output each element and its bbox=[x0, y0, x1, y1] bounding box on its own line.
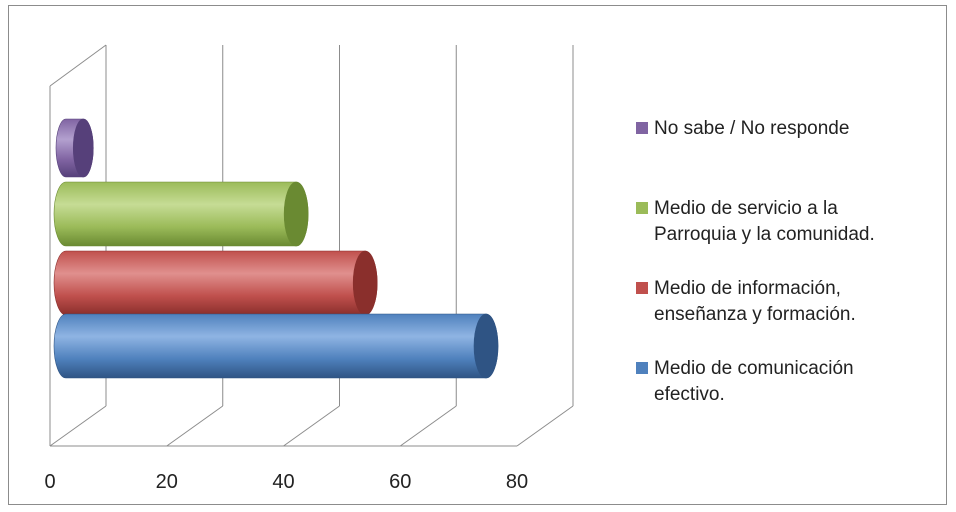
legend-item-informacion: Medio de información, enseñanza y formac… bbox=[636, 276, 856, 328]
legend-item-comunicacion: Medio de comunicación efectivo. bbox=[636, 356, 854, 408]
legend-swatch bbox=[636, 202, 648, 214]
bar-body bbox=[53, 250, 378, 316]
bar bbox=[53, 250, 378, 316]
floor-gridline bbox=[399, 405, 457, 447]
legend-item-servicio: Medio de servicio a la Parroquia y la co… bbox=[636, 196, 875, 248]
x-tick-label: 40 bbox=[272, 471, 294, 493]
legend-swatch bbox=[636, 362, 648, 374]
bar bbox=[53, 181, 309, 247]
legend-label-line2: efectivo. bbox=[654, 384, 725, 405]
x-tick-label: 0 bbox=[44, 471, 55, 493]
legend-label: Medio de información, bbox=[654, 278, 841, 299]
legend-swatch bbox=[636, 282, 648, 294]
x-tick-label: 80 bbox=[506, 471, 528, 493]
bar bbox=[55, 118, 94, 178]
legend-item-no-sabe: No sabe / No responde bbox=[636, 116, 849, 142]
x-tick-label: 60 bbox=[389, 471, 411, 493]
bar-body bbox=[53, 313, 499, 379]
legend-label-line2: enseñanza y formación. bbox=[654, 304, 856, 325]
side-wall-edge bbox=[49, 44, 107, 87]
floor-gridline bbox=[49, 405, 107, 447]
legend-label-line2: Parroquia y la comunidad. bbox=[654, 224, 875, 245]
floor-gridline bbox=[166, 405, 224, 447]
legend: No sabe / No responde Medio de servicio … bbox=[636, 0, 956, 512]
bar bbox=[53, 313, 499, 379]
bar-end-cap bbox=[72, 118, 94, 178]
x-tick-label: 20 bbox=[156, 471, 178, 493]
floor-gridline bbox=[516, 405, 574, 447]
floor-gridline bbox=[283, 405, 340, 447]
bar-end-cap bbox=[283, 181, 309, 247]
bars bbox=[53, 118, 499, 379]
legend-label: Medio de comunicación bbox=[654, 358, 854, 379]
legend-swatch bbox=[636, 122, 648, 134]
chart-frame bbox=[8, 5, 947, 505]
bar-end-cap bbox=[352, 250, 378, 316]
bar-body bbox=[53, 181, 309, 247]
legend-label: No sabe / No responde bbox=[654, 118, 850, 139]
x-axis-ticks: 0 20 40 60 80 bbox=[44, 471, 528, 493]
legend-label: Medio de servicio a la bbox=[654, 198, 838, 219]
bar-end-cap bbox=[473, 313, 499, 379]
